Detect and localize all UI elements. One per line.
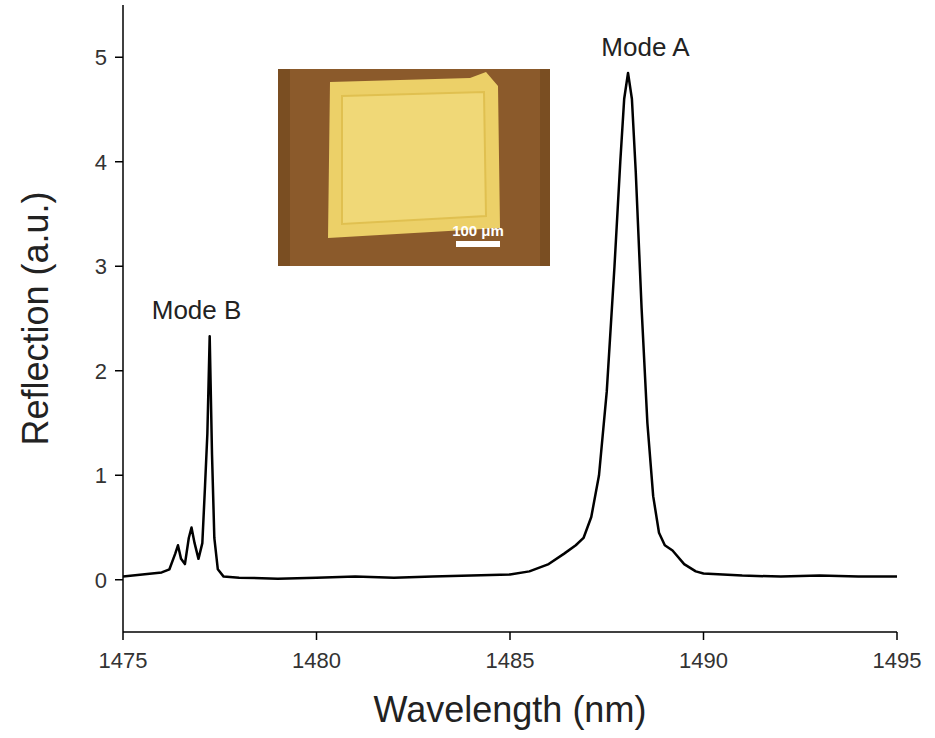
inset-image: 100 μm bbox=[278, 69, 550, 266]
plot-area bbox=[123, 73, 897, 579]
x-axis-title: Wavelength (nm) bbox=[374, 689, 647, 730]
inset-crystal bbox=[328, 72, 500, 238]
x-tick bbox=[122, 632, 124, 640]
x-tick-label: 1475 bbox=[99, 648, 148, 673]
inset-background bbox=[278, 69, 550, 266]
x-tick bbox=[509, 632, 511, 640]
x-tick bbox=[703, 632, 705, 640]
annotation: Mode B bbox=[152, 295, 242, 325]
x-tick-label: 1495 bbox=[873, 648, 922, 673]
y-tick bbox=[115, 579, 123, 581]
x-tick bbox=[316, 632, 318, 640]
axes: 1475 1480 1485 1490 1495 0 1 2 3 4 5 bbox=[95, 5, 922, 673]
annotation: Mode A bbox=[601, 32, 690, 62]
y-tick bbox=[115, 161, 123, 163]
x-tick bbox=[896, 632, 898, 640]
y-tick bbox=[115, 475, 123, 477]
y-tick bbox=[115, 370, 123, 372]
y-tick bbox=[115, 266, 123, 268]
y-axis-title: Reflection (a.u.) bbox=[15, 191, 56, 445]
y-tick-label: 3 bbox=[95, 254, 107, 279]
y-tick bbox=[115, 57, 123, 59]
x-tick-label: 1490 bbox=[679, 648, 728, 673]
scale-bar bbox=[456, 241, 500, 247]
y-tick-label: 0 bbox=[95, 568, 107, 593]
y-axis-line bbox=[122, 5, 124, 632]
x-tick-label: 1485 bbox=[486, 648, 535, 673]
y-tick-label: 5 bbox=[95, 45, 107, 70]
y-tick-label: 4 bbox=[95, 150, 107, 175]
y-tick-label: 2 bbox=[95, 359, 107, 384]
scale-bar-label: 100 μm bbox=[452, 222, 504, 239]
x-tick-label: 1480 bbox=[292, 648, 341, 673]
inset-background bbox=[290, 69, 540, 266]
chart: 100 μm 1475 1480 1485 1490 1495 0 1 2 3 4 5 Waveleng… bbox=[0, 0, 935, 738]
spectrum-line bbox=[123, 73, 897, 579]
y-tick-label: 1 bbox=[95, 463, 107, 488]
inset-crystal bbox=[342, 92, 486, 224]
